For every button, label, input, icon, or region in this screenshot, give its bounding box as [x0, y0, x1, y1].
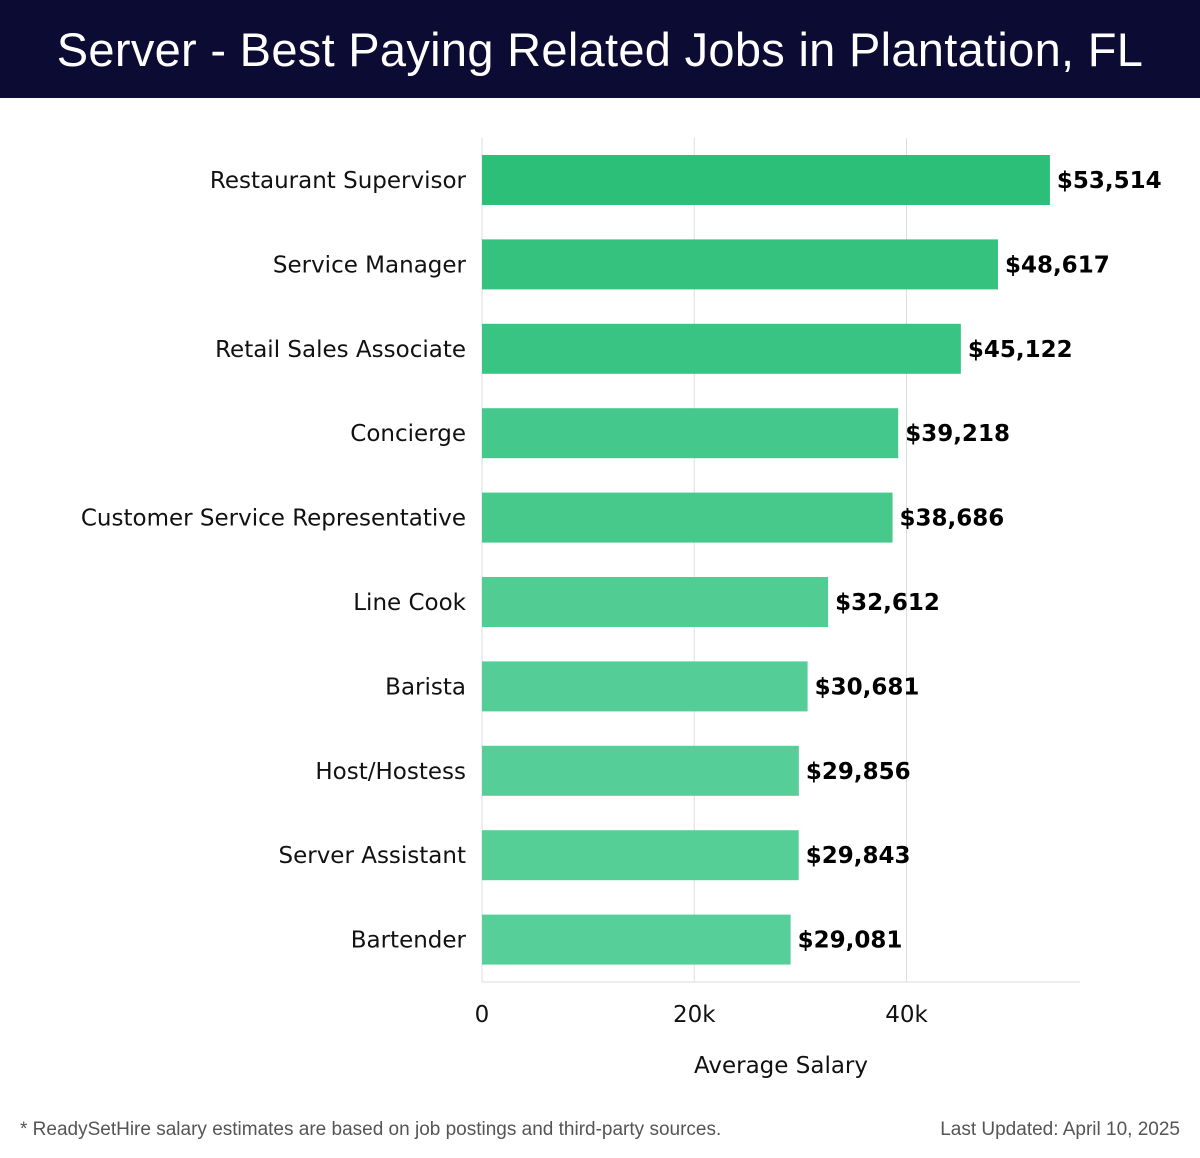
category-label: Barista [385, 674, 466, 700]
category-label: Server Assistant [278, 843, 466, 869]
bar-customer-service-representative [482, 492, 893, 543]
category-label: Customer Service Representative [81, 506, 466, 532]
category-label: Bartender [351, 928, 467, 954]
value-label: $48,617 [1005, 252, 1110, 278]
value-label: $29,856 [806, 759, 911, 785]
bar-server-assistant [482, 830, 799, 881]
category-label: Service Manager [273, 252, 467, 278]
category-label: Concierge [350, 421, 466, 447]
category-label: Host/Hostess [315, 759, 466, 785]
value-label: $32,612 [835, 590, 940, 616]
chart-title: Server - Best Paying Related Jobs in Pla… [56, 22, 1144, 76]
category-label: Retail Sales Associate [215, 337, 466, 363]
category-label: Line Cook [353, 590, 466, 616]
value-label: $30,681 [815, 674, 920, 700]
footer-note: * ReadySetHire salary estimates are base… [20, 1119, 722, 1140]
category-label: Restaurant Supervisor [210, 168, 467, 194]
bar-host-hostess [482, 745, 799, 796]
value-label: $39,218 [905, 421, 1010, 447]
x-tick-label: 20k [673, 1002, 716, 1028]
bar-service-manager [482, 239, 998, 290]
bar-barista [482, 661, 808, 712]
x-axis-title: Average Salary [694, 1053, 868, 1079]
header-bar: Server - Best Paying Related Jobs in Pla… [0, 0, 1200, 98]
last-updated: Last Updated: April 10, 2025 [940, 1119, 1180, 1140]
bar-retail-sales-associate [482, 323, 961, 374]
value-label: $29,843 [806, 843, 911, 869]
value-label: $45,122 [968, 337, 1073, 363]
bar-bartender [482, 914, 791, 965]
x-tick-label: 0 [475, 1002, 490, 1028]
value-label: $53,514 [1057, 168, 1162, 194]
bar-line-cook [482, 577, 829, 627]
x-tick-label: 40k [885, 1002, 928, 1028]
bar-chart: Restaurant Supervisor $53,514 Service Mana… [81, 138, 1162, 1079]
bar-restaurant-supervisor [482, 155, 1050, 205]
value-label: $29,081 [798, 928, 903, 954]
value-label: $38,686 [900, 506, 1005, 532]
bar-concierge [482, 408, 899, 459]
